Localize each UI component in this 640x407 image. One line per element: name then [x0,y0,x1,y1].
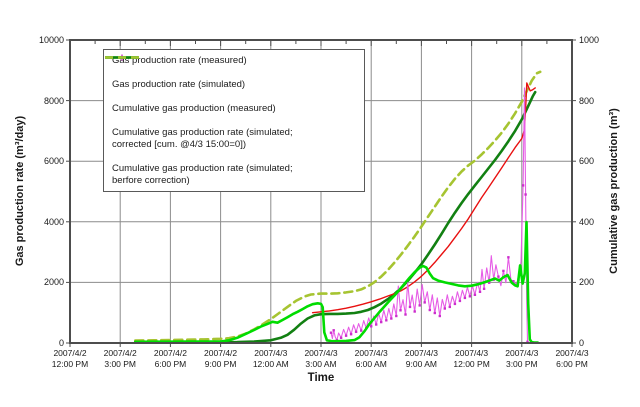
y-right-tick-label: 0 [579,338,585,348]
legend-entry-label: Cumulative gas production (measured) [112,103,276,115]
y-right-tick-label: 400 [579,216,595,227]
series-sim_cum_before [134,70,542,342]
x-tick-label: 2007/4/2 6:00 PM [153,348,187,369]
x-tick-label: 2007/4/2 3:00 PM [103,348,137,369]
y-right-tick-label: 200 [579,277,595,288]
y-left-tick-label: 2000 [43,277,64,288]
y-right-axis-title: Cumulative gas production (m³) [608,108,620,274]
y-left-tick-label: 4000 [43,216,64,227]
legend-entry-label: Cumulative gas production rate (simulate… [112,127,293,150]
x-tick-label: 2007/4/3 6:00 PM [555,348,589,369]
x-tick-label: 2007/4/3 3:00 AM [304,348,338,369]
x-tick-label: 2007/4/3 6:00 AM [354,348,388,369]
x-axis-title: Time [307,372,335,384]
legend-entry-sim_cum_before: Cumulative gas production rate (simulate… [105,56,356,186]
x-tick-label: 2007/4/3 9:00 AM [404,348,438,369]
legend: Gas production rate (measured) Gas produc… [103,49,365,192]
y-right-tick-label: 600 [579,156,595,167]
y-left-tick-label: 6000 [43,156,64,167]
legend-entry-label: Gas production rate (simulated) [112,79,246,91]
y-left-axis-title: Gas production rate (m³/day) [14,115,26,267]
legend-entry-simulated_rate: Gas production rate (simulated) [105,56,356,91]
y-left-tick-label: 0 [58,338,64,348]
y-left-tick-label: 8000 [43,95,64,106]
y-right-tick-label: 1000 [579,35,600,45]
x-tick-label: 2007/4/3 12:00 PM [453,348,490,369]
y-left-tick-label: 10000 [38,35,64,45]
legend-entry-sim_cum_corrected: Cumulative gas production rate (simulate… [105,56,356,150]
x-tick-label: 2007/4/3 12:00 AM [252,348,289,369]
x-tick-label: 2007/4/2 9:00 PM [204,348,238,369]
series-simulated_rate [134,220,540,344]
legend-entry-measured_cum: Cumulative gas production (measured) [105,56,356,115]
legend-entry-measured_rate: Gas production rate (measured) [105,54,356,67]
x-tick-label: 2007/4/2 12:00 PM [51,348,89,369]
y-right-tick-label: 800 [579,95,595,106]
x-tick-label: 2007/4/3 3:00 PM [505,348,539,369]
legend-entry-label: Cumulative gas production rate (simulate… [112,163,293,186]
legend-entry-label: Gas production rate (measured) [112,55,247,66]
legend-line-sample [105,56,139,59]
